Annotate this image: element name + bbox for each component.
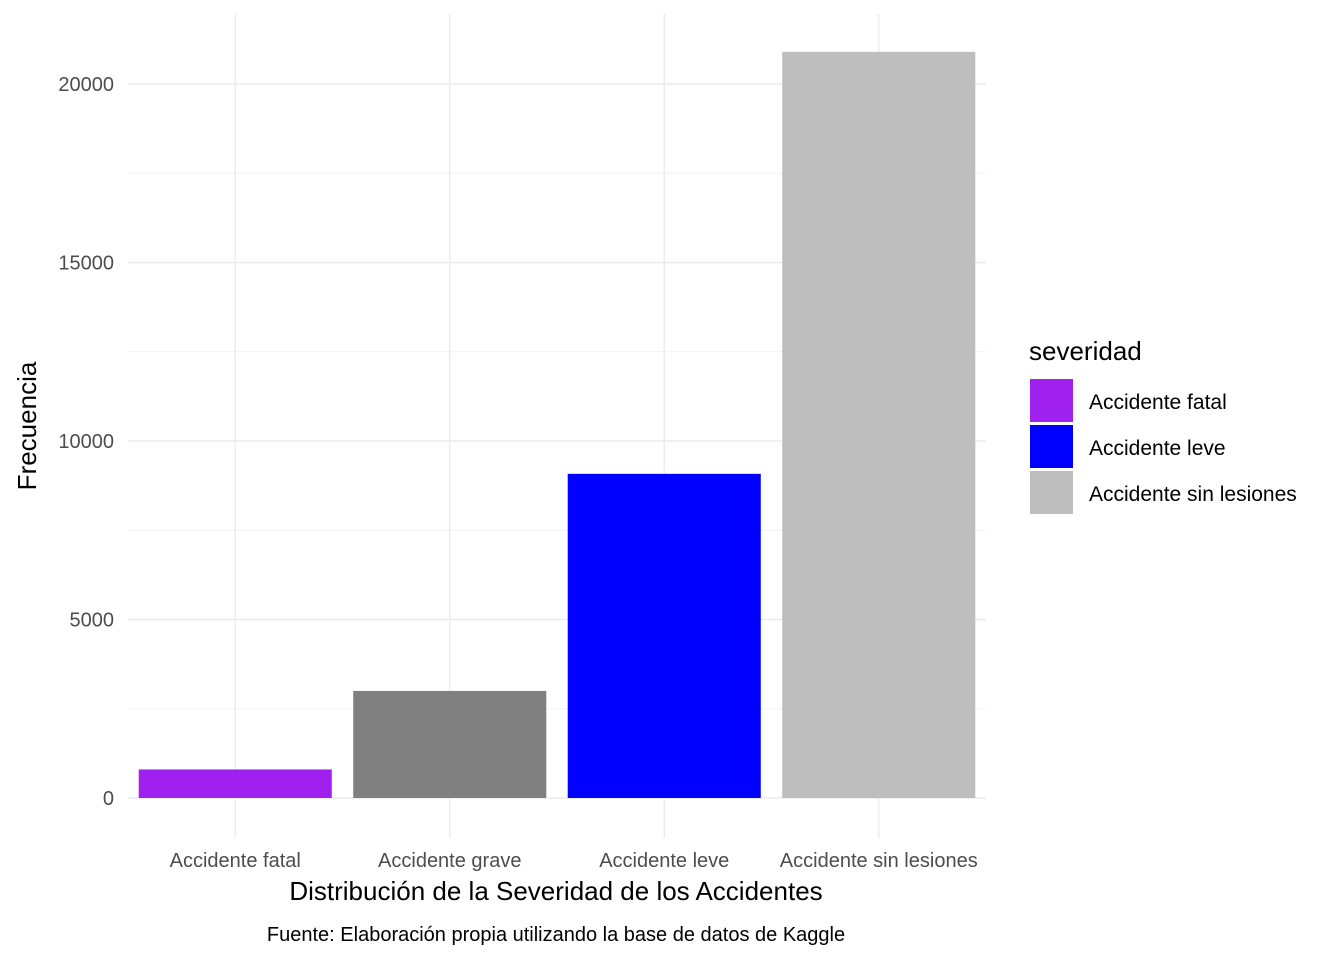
chart-caption: Fuente: Elaboración propia utilizando la… xyxy=(267,924,845,946)
x-tick-label: Accidente grave xyxy=(378,850,521,872)
bars xyxy=(138,51,976,799)
y-axis-title: Frecuencia xyxy=(12,361,42,490)
legend-title: severidad xyxy=(1029,336,1142,366)
legend-swatch xyxy=(1030,471,1073,514)
bar xyxy=(138,769,332,798)
bar xyxy=(567,473,761,798)
legend-label: Accidente fatal xyxy=(1089,391,1227,414)
bar xyxy=(782,51,976,799)
legend-label: Accidente sin lesiones xyxy=(1089,483,1297,506)
legend-swatch xyxy=(1030,379,1073,422)
x-tick-label: Accidente leve xyxy=(599,850,729,872)
x-axis-ticks: Accidente fatal Accidente grave Accidente … xyxy=(170,850,978,872)
y-tick-label: 10000 xyxy=(58,431,114,453)
y-tick-label: 0 xyxy=(103,788,114,810)
y-axis-ticks: 0 5000 10000 15000 20000 xyxy=(58,74,114,810)
x-tick-label: Accidente fatal xyxy=(170,850,301,872)
x-tick-label: Accidente sin lesiones xyxy=(780,850,978,872)
bar xyxy=(353,690,547,798)
y-tick-label: 20000 xyxy=(58,74,114,96)
y-tick-label: 15000 xyxy=(58,253,114,275)
legend-swatch xyxy=(1030,425,1073,468)
legend-items: Accidente fatal Accidente leve Accidente s… xyxy=(1030,379,1297,514)
legend-label: Accidente leve xyxy=(1089,437,1226,460)
y-tick-label: 5000 xyxy=(70,610,115,632)
x-axis-title: Distribución de la Severidad de los Acci… xyxy=(289,876,822,906)
